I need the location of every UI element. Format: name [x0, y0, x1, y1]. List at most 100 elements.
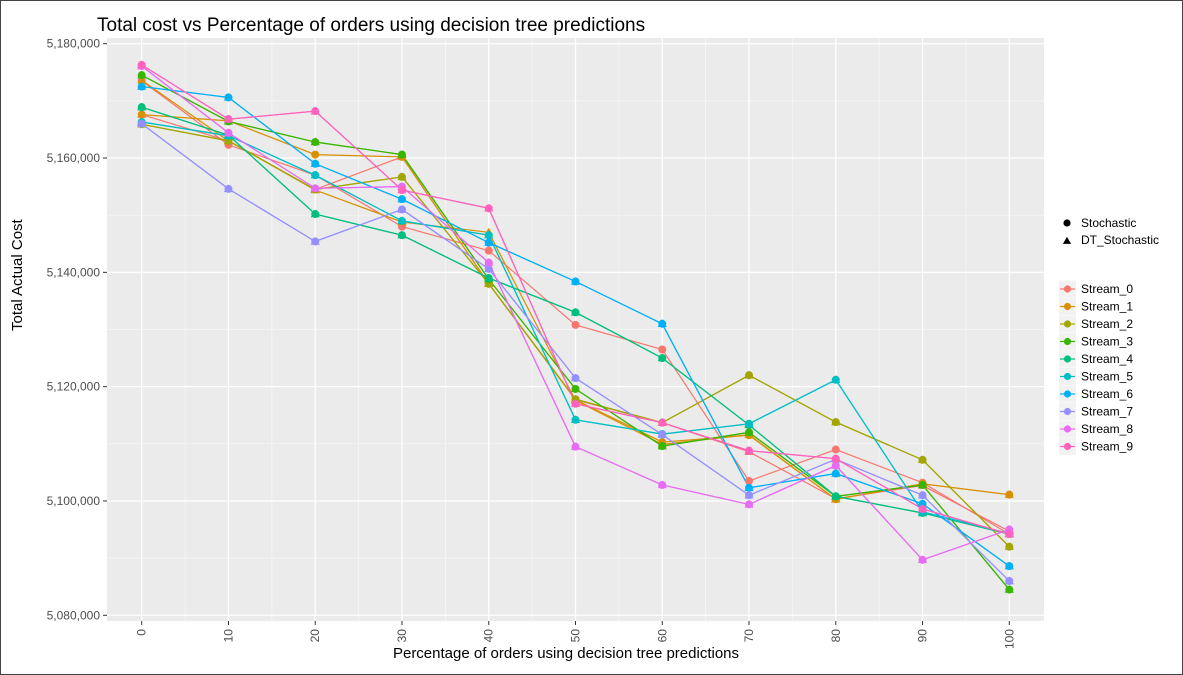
data-point-triangle — [310, 236, 320, 245]
x-tick-label: 30 — [395, 629, 409, 643]
x-tick-label: 90 — [916, 629, 930, 643]
legend-key-triangle — [1062, 236, 1072, 244]
series-points-stream_6 — [137, 81, 1014, 571]
data-point-triangle — [137, 81, 147, 90]
data-point-triangle — [223, 114, 234, 123]
data-point-circle — [831, 445, 840, 454]
data-point-triangle — [744, 490, 754, 499]
x-tick-label: 70 — [742, 629, 756, 643]
data-point-triangle — [917, 504, 928, 513]
x-axis-label: Percentage of orders using decision tree… — [392, 645, 740, 662]
data-point-triangle — [744, 419, 754, 428]
data-point-triangle — [744, 499, 754, 508]
data-point-triangle — [137, 75, 147, 84]
y-tick-label: 5,080,000 — [47, 608, 101, 622]
x-tick-label: 80 — [829, 629, 843, 643]
legend-label: Stream_6 — [1081, 387, 1133, 401]
data-point-triangle — [484, 264, 494, 273]
data-point-triangle — [310, 170, 320, 179]
legend-label: Stream_9 — [1081, 440, 1133, 454]
data-point-triangle — [1004, 584, 1014, 593]
data-point-triangle — [831, 375, 841, 384]
data-point-triangle — [917, 499, 928, 508]
data-point-triangle — [397, 150, 407, 158]
legend-key-point — [1063, 285, 1072, 293]
data-point-triangle — [484, 258, 494, 266]
data-point-triangle — [570, 415, 581, 424]
x-tick-label: 40 — [482, 629, 496, 643]
legend-key-point — [1063, 407, 1072, 416]
data-point-triangle — [744, 427, 754, 436]
data-point-triangle — [831, 491, 841, 500]
x-tick-label: 0 — [135, 629, 149, 636]
data-point-triangle — [397, 194, 407, 203]
legend-label: Stream_3 — [1081, 335, 1133, 349]
legend-key-circle — [1063, 219, 1071, 227]
data-point-triangle — [917, 490, 928, 499]
data-point-triangle — [397, 216, 407, 225]
data-point-triangle — [484, 203, 494, 212]
data-point-triangle — [570, 384, 581, 393]
data-point-triangle — [831, 417, 841, 426]
legend-key-point — [1063, 320, 1072, 328]
legend-label: Stream_4 — [1081, 352, 1133, 366]
data-point-triangle — [917, 455, 928, 464]
data-point-triangle — [1004, 576, 1014, 585]
data-point-triangle — [570, 307, 581, 316]
data-point-triangle — [1004, 529, 1014, 538]
data-point-triangle — [223, 128, 234, 137]
series-points-stream_9 — [137, 60, 1014, 539]
legend-key-point — [1063, 442, 1072, 451]
x-tick-label: 50 — [569, 629, 583, 643]
legend-key-point — [1063, 337, 1072, 346]
data-point-triangle — [484, 230, 494, 239]
data-point-triangle — [1004, 561, 1014, 570]
data-point-triangle — [831, 454, 841, 462]
legend-label: Stream_7 — [1081, 405, 1133, 419]
y-tick-label: 5,100,000 — [47, 494, 101, 508]
data-point-triangle — [831, 460, 841, 469]
legend-label: Stream_1 — [1081, 300, 1133, 314]
data-point-circle — [311, 150, 320, 159]
data-point-triangle — [137, 60, 147, 69]
legend-label: DT_Stochastic — [1081, 233, 1159, 247]
data-point-triangle — [570, 399, 581, 408]
data-point-triangle — [223, 92, 234, 101]
data-point-triangle — [657, 430, 667, 438]
data-point-triangle — [1004, 542, 1014, 550]
data-point-triangle — [484, 238, 494, 246]
data-point-triangle — [397, 204, 407, 213]
data-point-circle — [658, 345, 667, 354]
data-point-triangle — [744, 370, 754, 379]
data-point-circle — [745, 476, 754, 485]
legend-label: Stream_2 — [1081, 317, 1133, 331]
data-point-triangle — [310, 183, 320, 192]
data-point-triangle — [657, 441, 667, 450]
data-point-triangle — [310, 209, 320, 218]
data-point-triangle — [137, 70, 147, 79]
data-point-triangle — [1004, 524, 1014, 533]
data-point-triangle — [397, 172, 407, 181]
data-point-triangle — [310, 159, 320, 167]
y-tick-label: 5,120,000 — [47, 380, 101, 394]
data-point-triangle — [223, 136, 234, 145]
legend-key-point — [1063, 390, 1072, 398]
data-point-triangle — [310, 137, 320, 146]
data-point-triangle — [744, 483, 754, 492]
series-points-stream_7 — [137, 119, 1014, 585]
data-point-triangle — [570, 442, 581, 450]
data-point-circle — [137, 110, 146, 119]
data-point-triangle — [1004, 490, 1014, 498]
legend-label: Stochastic — [1081, 216, 1136, 230]
data-point-triangle — [570, 276, 581, 285]
y-tick-label: 5,160,000 — [47, 151, 101, 165]
data-point-triangle — [917, 555, 928, 564]
legend-label: Stream_0 — [1081, 282, 1133, 296]
data-point-triangle — [137, 119, 147, 127]
data-point-triangle — [484, 273, 494, 282]
data-point-circle — [571, 320, 580, 329]
legend-label: Stream_5 — [1081, 370, 1133, 384]
data-point-triangle — [744, 446, 754, 454]
data-point-triangle — [137, 102, 147, 111]
